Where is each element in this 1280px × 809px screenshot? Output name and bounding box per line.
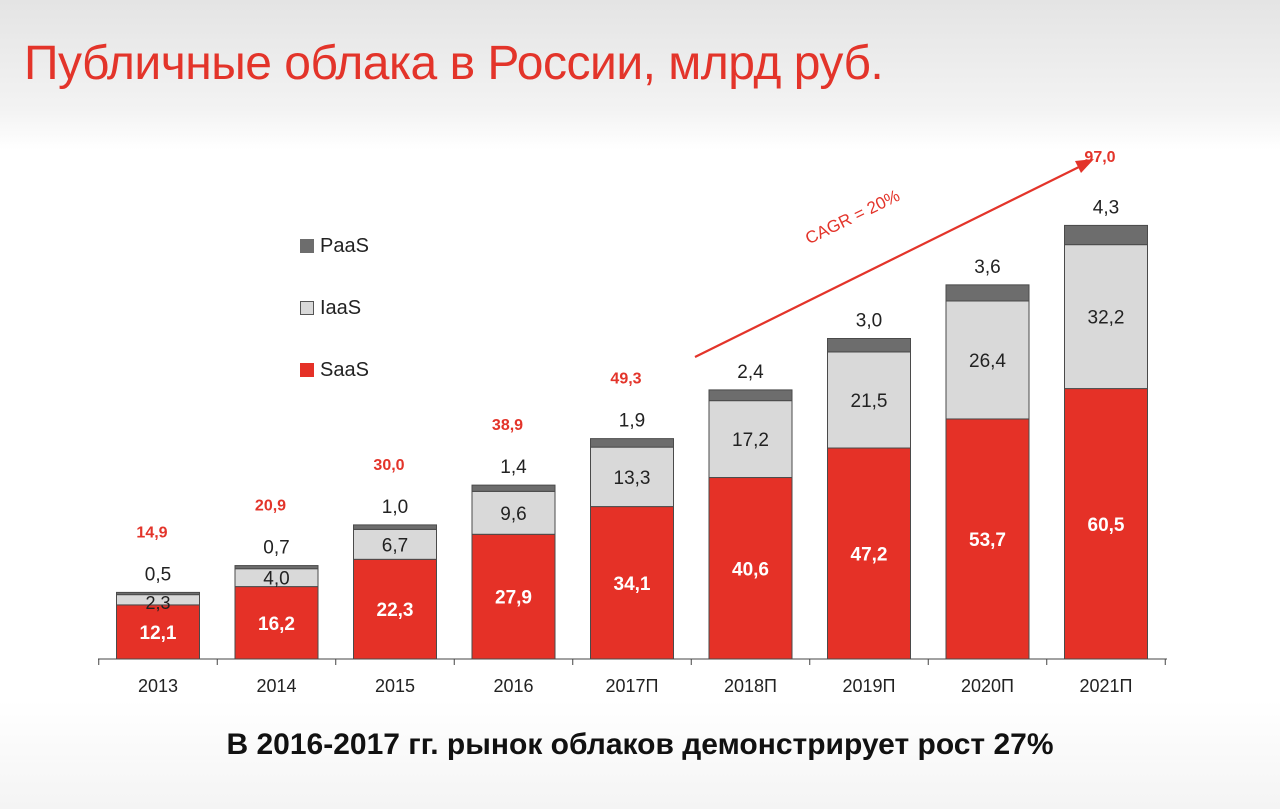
data-label-paas: 1,9 (619, 411, 645, 432)
legend-label-saas: SaaS (320, 358, 369, 381)
data-label-iaas: 26,4 (969, 351, 1006, 372)
footer-caption: В 2016-2017 гг. рынок облаков демонстрир… (226, 728, 1054, 761)
total-label: 20,9 (255, 498, 286, 515)
x-tick-label: 2021П (1080, 676, 1133, 696)
data-label-paas: 1,4 (500, 457, 527, 478)
x-tick-label: 2020П (961, 676, 1014, 696)
data-label-saas: 40,6 (732, 559, 769, 580)
legend-swatch-iaas (300, 301, 314, 315)
data-label-saas: 16,2 (258, 614, 295, 635)
data-label-iaas: 13,3 (614, 468, 651, 489)
legend-swatch-paas (300, 239, 314, 253)
data-label-iaas: 9,6 (500, 504, 526, 525)
data-label-iaas: 6,7 (382, 535, 408, 556)
data-label-paas: 0,5 (145, 564, 171, 585)
bar-saas-2013 (116, 604, 200, 660)
data-label-iaas: 4,0 (263, 569, 289, 590)
total-label: 49,3 (610, 371, 641, 388)
data-label-paas: 3,6 (974, 257, 1000, 278)
data-label-paas: 1,0 (382, 497, 408, 518)
bar-saas-2019П (827, 447, 911, 660)
cagr-arrowhead (1075, 159, 1094, 173)
bar-saas-2021П (1064, 388, 1148, 660)
legend-label-paas: PaaS (320, 234, 369, 257)
data-label-iaas: 2,3 (145, 593, 170, 613)
data-label-saas: 34,1 (614, 574, 651, 595)
bar-paas-2015 (353, 524, 437, 530)
total-label: 30,0 (373, 457, 404, 474)
x-tick-label: 2017П (606, 676, 659, 696)
cagr-label: CAGR = 20% (802, 186, 902, 248)
bar-iaas-2018П (708, 400, 793, 479)
data-label-paas: 3,0 (856, 311, 882, 332)
data-label-iaas: 17,2 (732, 430, 769, 451)
bar-saas-2020П (945, 418, 1030, 660)
data-label-paas: 2,4 (737, 362, 764, 383)
bar-saas-2017П (590, 506, 674, 660)
x-tick-label: 2018П (724, 676, 777, 696)
data-label-iaas: 21,5 (851, 391, 888, 412)
bar-paas-2020П (945, 284, 1030, 302)
total-label: 38,9 (492, 417, 523, 434)
total-label: 97,0 (1084, 149, 1115, 166)
data-label-saas: 53,7 (969, 530, 1006, 551)
total-label: 14,9 (136, 524, 167, 541)
bar-paas-2013 (116, 591, 200, 596)
data-label-saas: 22,3 (377, 600, 414, 621)
data-label-paas: 0,7 (263, 538, 289, 559)
legend-label-iaas: IaaS (320, 296, 362, 319)
x-tick-label: 2014 (256, 676, 296, 696)
bar-paas-2021П (1064, 224, 1148, 246)
data-label-iaas: 32,2 (1088, 308, 1125, 329)
legend-item-saas: SaaS (300, 358, 369, 382)
legend-swatch-saas (300, 363, 314, 377)
legend-item-paas: PaaS (300, 234, 369, 258)
bar-iaas-2021П (1064, 244, 1148, 390)
x-tick-label: 2019П (843, 676, 896, 696)
bar-saas-2016 (471, 533, 556, 660)
bar-paas-2019П (827, 338, 911, 353)
legend-item-iaas: IaaS (300, 296, 361, 320)
data-label-saas: 60,5 (1088, 515, 1125, 536)
page-title: Публичные облака в России, млрд руб. (24, 37, 884, 90)
data-label-saas: 12,1 (140, 623, 177, 644)
data-label-saas: 27,9 (495, 588, 532, 609)
bar-paas-2018П (708, 389, 793, 402)
cagr-arrow (694, 163, 1086, 358)
data-label-saas: 47,2 (851, 545, 888, 566)
bar-paas-2014 (234, 565, 319, 570)
bar-paas-2017П (590, 438, 674, 448)
data-label-paas: 4,3 (1093, 197, 1119, 218)
bar-iaas-2015 (353, 528, 437, 560)
bar-iaas-2017П (590, 446, 674, 508)
x-tick-label: 2016 (493, 676, 533, 696)
bar-iaas-2020П (945, 300, 1030, 420)
bar-saas-2018П (708, 477, 793, 660)
bar-paas-2016 (471, 484, 556, 492)
x-tick-label: 2015 (375, 676, 415, 696)
bar-saas-2014 (234, 586, 319, 660)
bar-saas-2015 (353, 558, 437, 660)
x-tick-label: 2013 (138, 676, 178, 696)
bar-iaas-2019П (827, 351, 911, 449)
